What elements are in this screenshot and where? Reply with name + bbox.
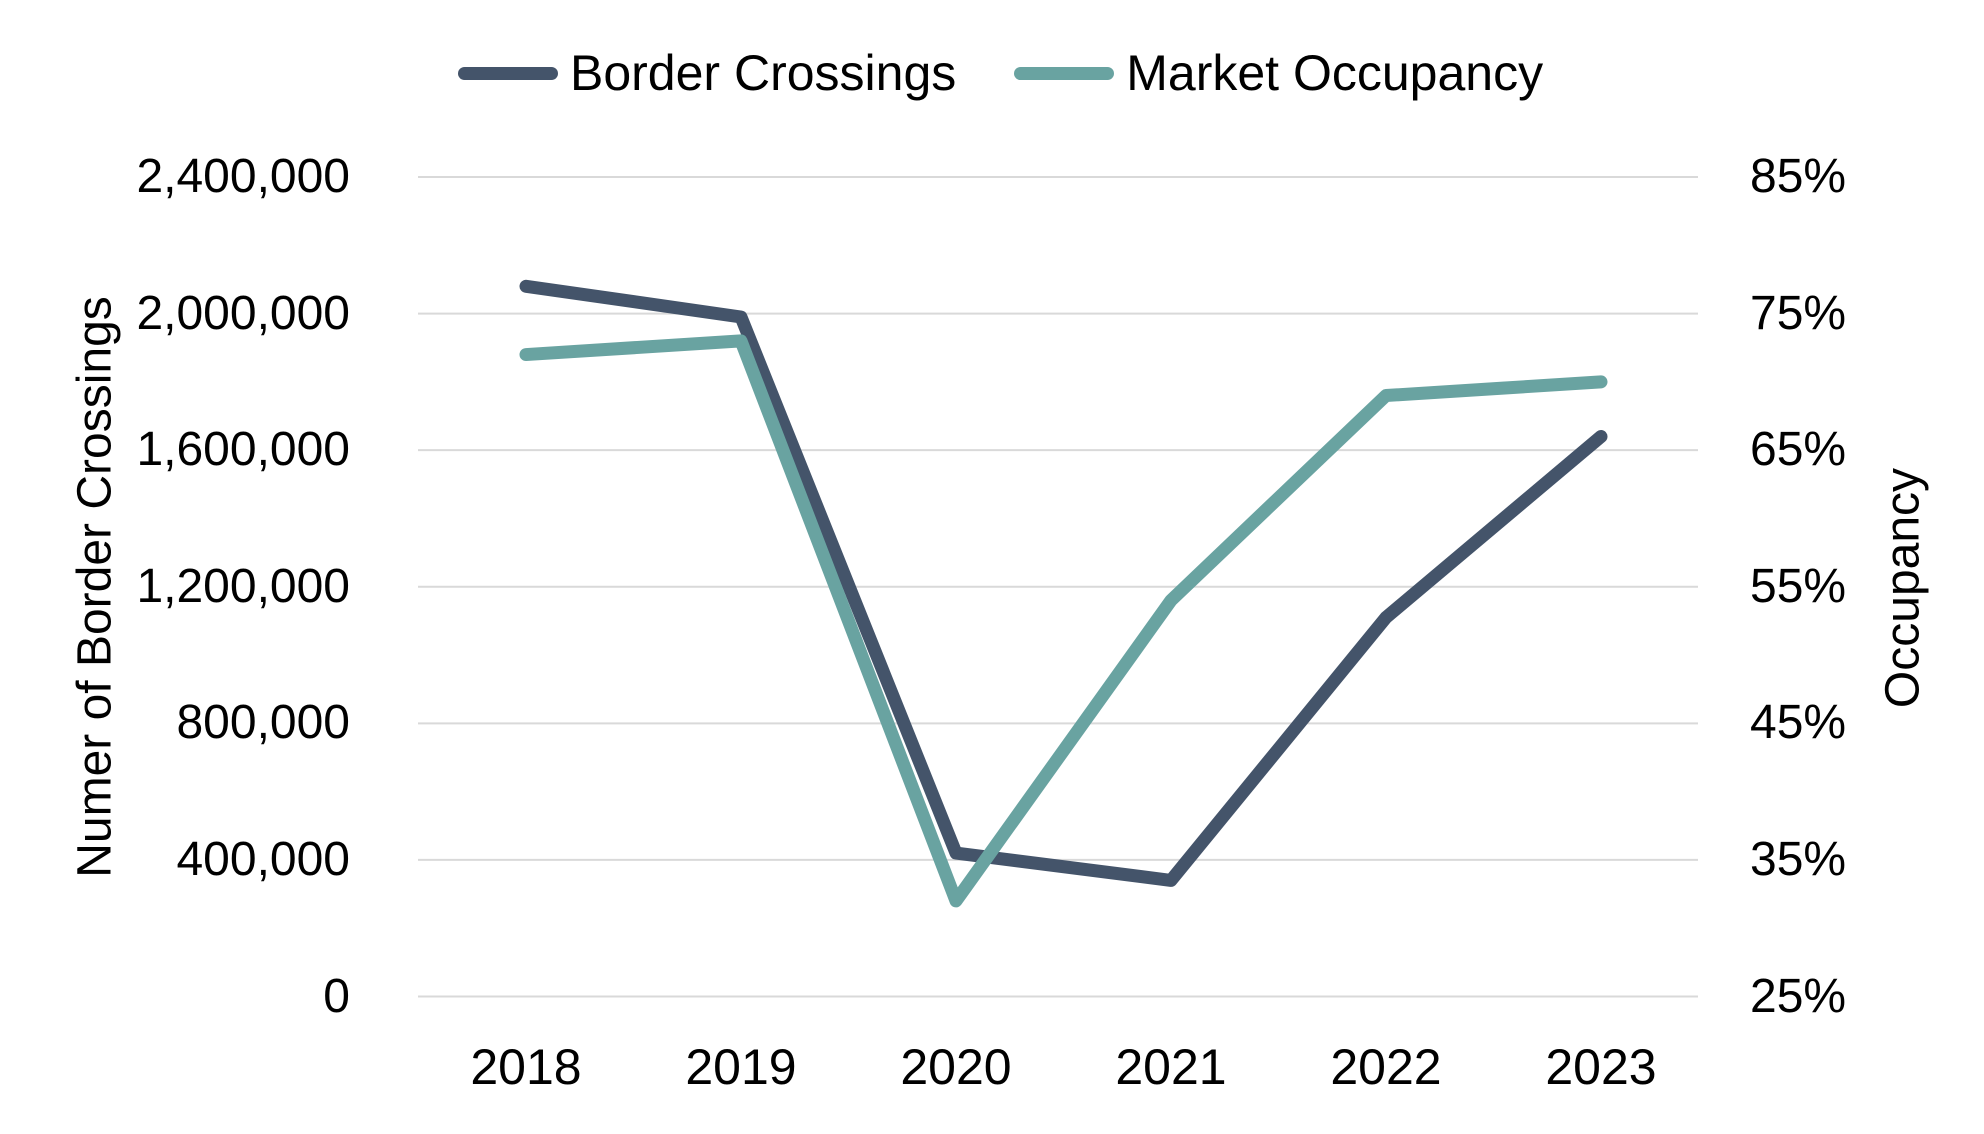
x-axis-tick: 2022 [1330,1039,1442,1095]
left-axis-tick: 1,200,000 [136,559,350,613]
legend-label: Market Occupancy [1126,45,1544,101]
right-axis-title: Occupancy [1876,467,1930,709]
right-axis-tick: 25% [1750,969,1847,1023]
right-axis-tick: 65% [1750,423,1847,477]
legend-label: Border Crossings [570,45,957,101]
left-axis-tick: 800,000 [176,696,350,750]
left-axis-tick: 1,600,000 [136,423,350,477]
x-axis-tick: 2021 [1115,1039,1227,1095]
left-axis-tick: 2,400,000 [136,150,350,203]
left-axis-tick: 2,000,000 [136,286,350,340]
x-axis-tick: 2019 [685,1039,797,1095]
x-axis-tick: 2020 [900,1039,1012,1095]
right-axis-tick: 45% [1750,696,1847,750]
legend-line-swatch [1014,66,1115,80]
legend-item-market-occupancy: Market Occupancy [1014,44,1543,102]
right-axis-tick: 35% [1750,832,1847,886]
right-axis-tick: 85% [1750,150,1847,203]
legend-line-swatch [458,66,558,80]
right-axis-tick: 55% [1750,559,1847,613]
x-axis-tick: 2018 [470,1039,582,1095]
left-axis-tick: 0 [323,969,350,1023]
left-axis-title: Numer of Border Crossings [68,296,122,878]
right-axis-tick: 75% [1750,286,1847,340]
series-line-market-occupancy [519,334,1608,908]
x-axis-tick: 2023 [1545,1039,1657,1095]
chart-legend: Border Crossings Market Occupancy [458,44,1543,102]
legend-item-border-crossings: Border Crossings [458,44,956,102]
left-axis-tick: 400,000 [176,832,350,886]
series-line-border-crossings [519,279,1608,887]
